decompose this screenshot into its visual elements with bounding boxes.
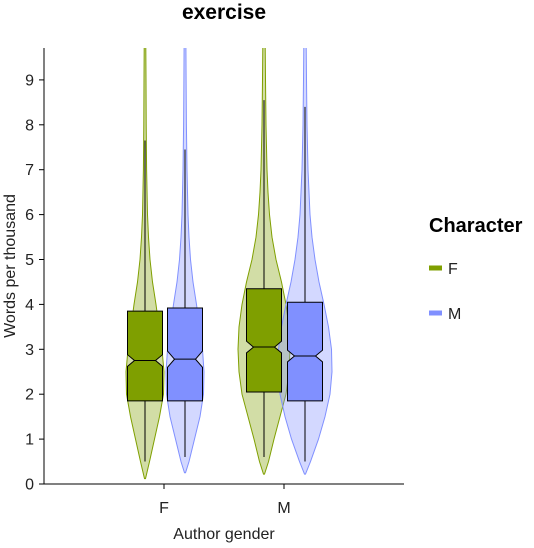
y-tick-label-3: 3 [25,342,34,359]
legend-label-m: M [448,306,461,323]
legend-title: Character [429,215,523,237]
plot-area [125,48,333,480]
legend-label-f: F [448,261,458,278]
y-tick-label-2: 2 [25,387,34,404]
y-tick-label-8: 8 [25,117,34,134]
chart-title: exercise [182,1,266,24]
y-tick-label-5: 5 [25,252,34,269]
y-tick-label-1: 1 [25,432,34,449]
x-axis-label: Author gender [173,526,275,543]
x-tick-label-m: M [277,500,290,517]
x-tick-label-f: F [159,500,169,517]
box-m-char-m-author [287,301,323,402]
box-f-char-f-author [127,310,163,402]
y-tick-label-9: 9 [25,72,34,89]
legend: Character FM [429,215,523,323]
y-tick-label-6: 6 [25,207,34,224]
box-f-char-m-author [246,288,282,393]
y-tick-label-7: 7 [25,162,34,179]
y-axis-label: Words per thousand [2,194,19,338]
y-tick-label-4: 4 [25,297,34,314]
y-axis-ticks: 0 1 2 3 4 5 6 7 8 9 [25,72,44,494]
y-tick-label-0: 0 [25,477,34,494]
box-m-char-f-author [167,307,203,402]
legend-items: FM [429,261,461,323]
